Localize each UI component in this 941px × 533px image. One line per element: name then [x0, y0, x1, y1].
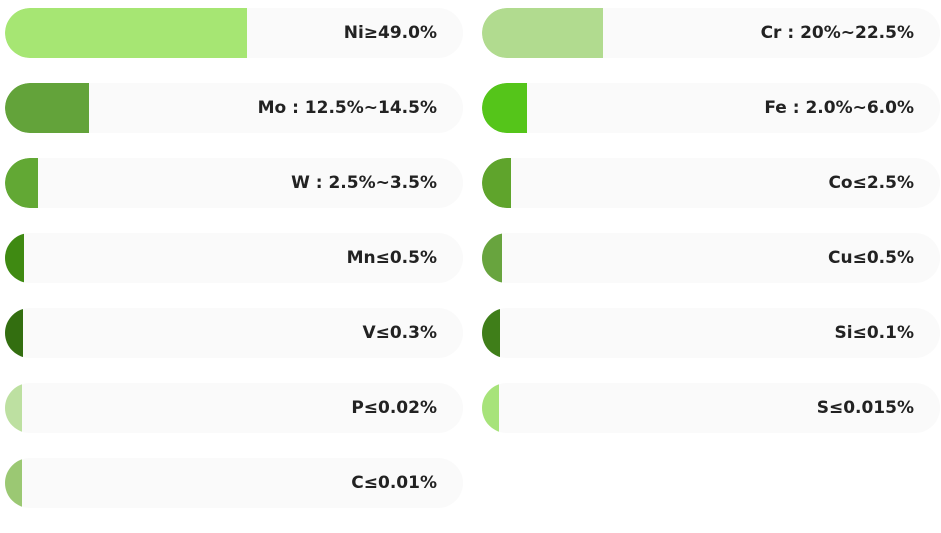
column: Cr : 20%~22.5% Fe : 2.0%~6.0% Co≤2.5% Cu≤0.… — [482, 8, 940, 458]
bar-fill — [5, 383, 22, 433]
bar-label: Cu≤0.5% — [828, 248, 914, 268]
bar-fill — [5, 458, 22, 508]
bar-label: V≤0.3% — [362, 323, 437, 343]
bar-label: Si≤0.1% — [834, 323, 914, 343]
bar-track: S≤0.015% — [482, 383, 940, 433]
bar-fill — [482, 383, 499, 433]
bar-fill — [482, 233, 503, 283]
bar-track: P≤0.02% — [5, 383, 463, 433]
bar-fill — [5, 158, 38, 208]
bar-fill — [5, 233, 24, 283]
bar-label: Cr : 20%~22.5% — [760, 23, 914, 43]
bar-track: Fe : 2.0%~6.0% — [482, 83, 940, 133]
bar-label: W : 2.5%~3.5% — [291, 173, 437, 193]
bar-label: C≤0.01% — [351, 473, 437, 493]
bar-label: P≤0.02% — [351, 398, 437, 418]
bar-track: Mn≤0.5% — [5, 233, 463, 283]
page: Ni≥49.0% Mo : 12.5%~14.5% W : 2.5%~3.5% Mn≤… — [5, 8, 940, 508]
bar-track: Si≤0.1% — [482, 308, 940, 358]
bar-fill — [5, 308, 23, 358]
bar-track: Mo : 12.5%~14.5% — [5, 83, 463, 133]
bar-fill — [482, 83, 527, 133]
bar-fill — [482, 8, 603, 58]
bar-label: Fe : 2.0%~6.0% — [764, 98, 914, 118]
bar-label: Mo : 12.5%~14.5% — [257, 98, 437, 118]
bar-fill — [5, 83, 89, 133]
bar-fill — [5, 8, 247, 58]
bar-track: Cu≤0.5% — [482, 233, 940, 283]
bar-track: Ni≥49.0% — [5, 8, 463, 58]
bar-fill — [482, 158, 511, 208]
bar-label: Ni≥49.0% — [343, 23, 437, 43]
bar-fill — [482, 308, 500, 358]
bar-track: Co≤2.5% — [482, 158, 940, 208]
bar-label: S≤0.015% — [816, 398, 914, 418]
bar-track: V≤0.3% — [5, 308, 463, 358]
bar-label: Co≤2.5% — [828, 173, 914, 193]
bar-label: Mn≤0.5% — [346, 248, 437, 268]
bar-track: W : 2.5%~3.5% — [5, 158, 463, 208]
bar-track: C≤0.01% — [5, 458, 463, 508]
bar-track: Cr : 20%~22.5% — [482, 8, 940, 58]
column: Ni≥49.0% Mo : 12.5%~14.5% W : 2.5%~3.5% Mn≤… — [5, 8, 463, 533]
